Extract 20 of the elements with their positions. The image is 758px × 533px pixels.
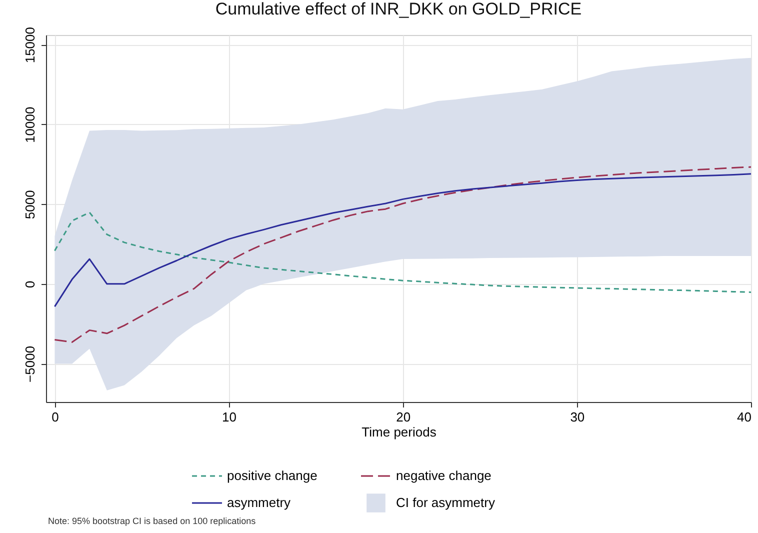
text: Note: 95% bootstrap CI is based on 100 replications xyxy=(48,516,256,526)
x-tick-label: 40 xyxy=(737,410,752,424)
x-tick-label: 20 xyxy=(396,410,411,424)
x-tick-label: 30 xyxy=(570,410,585,424)
line-series xyxy=(54,166,752,343)
x-tick-label: 10 xyxy=(222,410,237,424)
line-series xyxy=(54,212,752,293)
x-axis-title: Time periods xyxy=(362,424,437,440)
y-tick-label: 10000 xyxy=(22,106,38,143)
y-tick-label: 5000 xyxy=(22,190,38,220)
y-tick-label: −5000 xyxy=(22,346,38,382)
chart-title: Cumulative effect of INR_DKK on GOLD_PRICE xyxy=(215,0,582,18)
y-tick-label: 15000 xyxy=(22,26,38,64)
legend-label: positive change xyxy=(227,468,318,483)
line-series xyxy=(54,173,752,308)
legend-label: CI for asymmetry xyxy=(396,495,496,510)
y-tick-label: 0 xyxy=(22,280,38,288)
legend-label: asymmetry xyxy=(227,495,292,510)
x-tick-label: 0 xyxy=(52,410,59,424)
legend-label: negative change xyxy=(396,468,492,483)
